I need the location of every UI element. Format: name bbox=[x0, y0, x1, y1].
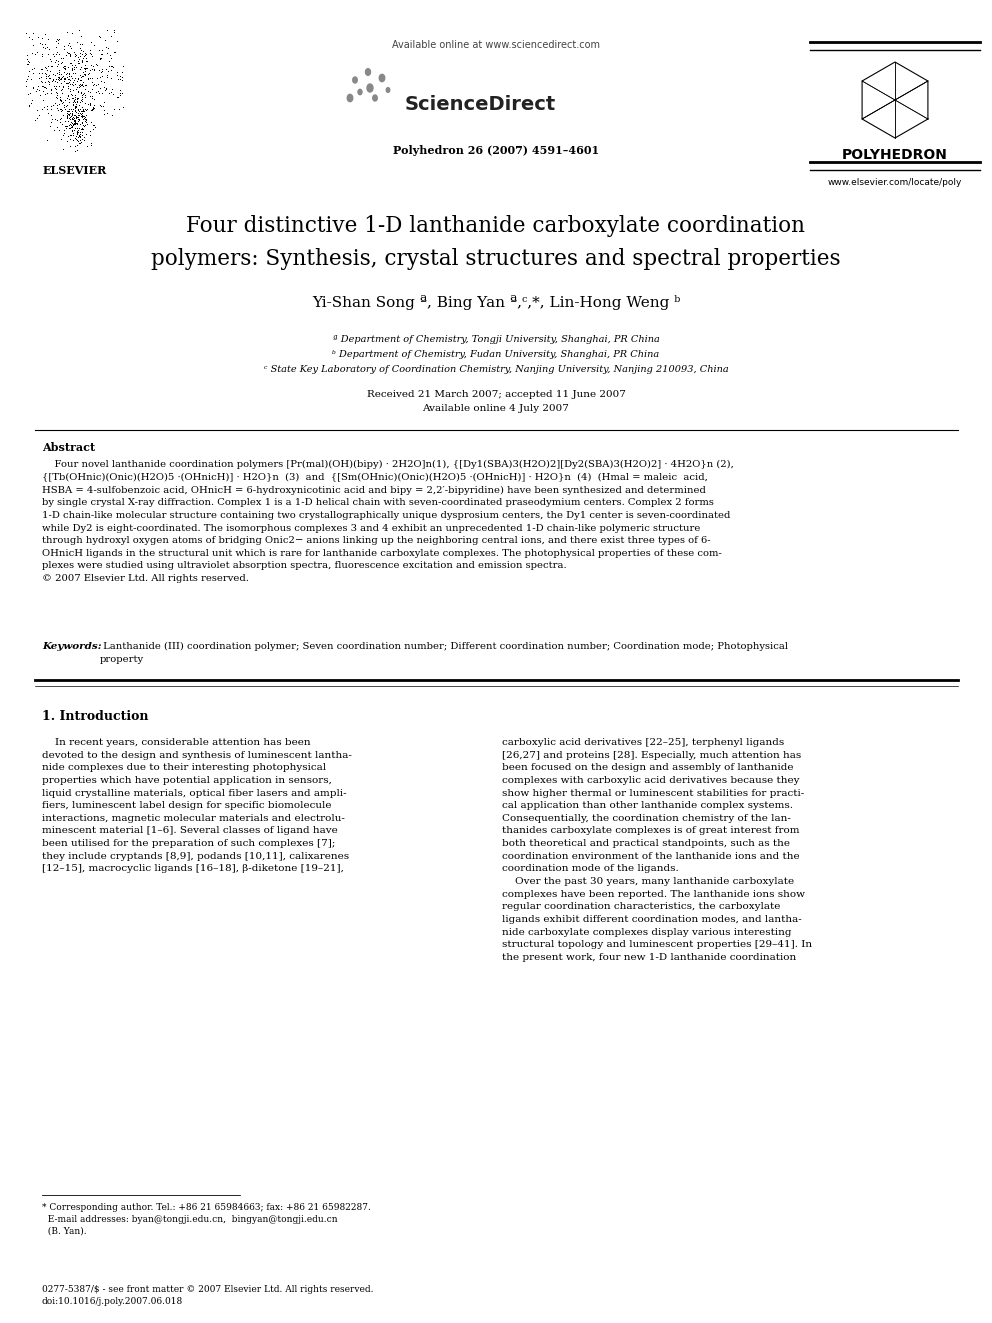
Text: POLYHEDRON: POLYHEDRON bbox=[842, 148, 948, 161]
Text: ScienceDirect: ScienceDirect bbox=[405, 95, 557, 114]
Circle shape bbox=[347, 94, 353, 102]
Text: carboxylic acid derivatives [22–25], terphenyl ligands
[26,27] and proteins [28]: carboxylic acid derivatives [22–25], ter… bbox=[502, 738, 812, 962]
Text: ª Department of Chemistry, Tongji University, Shanghai, PR China: ª Department of Chemistry, Tongji Univer… bbox=[332, 335, 660, 344]
Text: (B. Yan).: (B. Yan). bbox=[42, 1226, 86, 1236]
Circle shape bbox=[353, 77, 357, 83]
Text: ELSEVIER: ELSEVIER bbox=[43, 165, 107, 176]
Circle shape bbox=[386, 87, 390, 93]
Text: E-mail addresses: byan@tongji.edu.cn,  bingyan@tongji.edu.cn: E-mail addresses: byan@tongji.edu.cn, bi… bbox=[42, 1215, 337, 1224]
Text: Lanthanide (III) coordination polymer; Seven coordination number; Different coor: Lanthanide (III) coordination polymer; S… bbox=[100, 642, 788, 664]
Text: * Corresponding author. Tel.: +86 21 65984663; fax: +86 21 65982287.: * Corresponding author. Tel.: +86 21 659… bbox=[42, 1203, 371, 1212]
Text: 1. Introduction: 1. Introduction bbox=[42, 710, 149, 722]
Text: Yi-Shan Song ª, Bing Yan ª,ᶜ,*, Lin-Hong Weng ᵇ: Yi-Shan Song ª, Bing Yan ª,ᶜ,*, Lin-Hong… bbox=[311, 295, 681, 310]
Circle shape bbox=[358, 90, 362, 95]
Text: 0277-5387/$ - see front matter © 2007 Elsevier Ltd. All rights reserved.: 0277-5387/$ - see front matter © 2007 El… bbox=[42, 1285, 374, 1294]
Text: www.elsevier.com/locate/poly: www.elsevier.com/locate/poly bbox=[827, 179, 962, 187]
Text: Keywords:: Keywords: bbox=[42, 642, 101, 651]
Text: In recent years, considerable attention has been
devoted to the design and synth: In recent years, considerable attention … bbox=[42, 738, 352, 873]
Circle shape bbox=[379, 74, 385, 82]
Text: Received 21 March 2007; accepted 11 June 2007: Received 21 March 2007; accepted 11 June… bbox=[367, 390, 625, 400]
Text: ᵇ Department of Chemistry, Fudan University, Shanghai, PR China: ᵇ Department of Chemistry, Fudan Univers… bbox=[332, 351, 660, 359]
Text: ᶜ State Key Laboratory of Coordination Chemistry, Nanjing University, Nanjing 21: ᶜ State Key Laboratory of Coordination C… bbox=[264, 365, 728, 374]
Circle shape bbox=[367, 83, 373, 93]
Text: doi:10.1016/j.poly.2007.06.018: doi:10.1016/j.poly.2007.06.018 bbox=[42, 1297, 184, 1306]
Text: polymers: Synthesis, crystal structures and spectral properties: polymers: Synthesis, crystal structures … bbox=[151, 247, 841, 270]
Circle shape bbox=[365, 69, 370, 75]
Text: Four novel lanthanide coordination polymers [Pr(mal)(OH)(bipy) · 2H2O]n(1), {[Dy: Four novel lanthanide coordination polym… bbox=[42, 460, 734, 583]
Circle shape bbox=[373, 95, 377, 101]
Text: Abstract: Abstract bbox=[42, 442, 95, 452]
Text: Polyhedron 26 (2007) 4591–4601: Polyhedron 26 (2007) 4591–4601 bbox=[393, 146, 599, 156]
Text: Four distinctive 1-D lanthanide carboxylate coordination: Four distinctive 1-D lanthanide carboxyl… bbox=[186, 216, 806, 237]
Text: Available online 4 July 2007: Available online 4 July 2007 bbox=[423, 404, 569, 413]
Text: Available online at www.sciencedirect.com: Available online at www.sciencedirect.co… bbox=[392, 40, 600, 50]
